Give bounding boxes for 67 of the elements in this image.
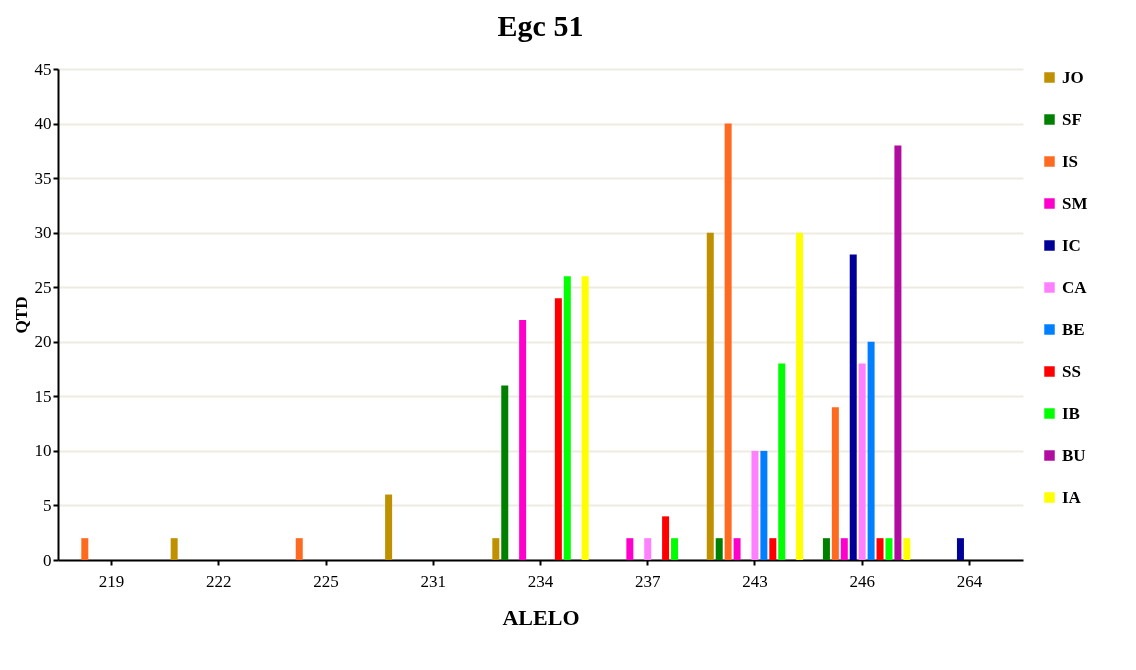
x-tick-label: 225 <box>313 571 339 591</box>
bar <box>385 494 393 560</box>
bar <box>170 538 178 560</box>
y-tick-label: 20 <box>34 332 52 352</box>
bar <box>867 341 875 560</box>
y-tick-label: 15 <box>34 386 52 406</box>
bar <box>724 123 732 560</box>
x-tick-label: 231 <box>420 571 447 591</box>
bar <box>644 538 652 560</box>
bar <box>733 538 741 560</box>
legend-label: JO <box>1062 67 1084 87</box>
bar <box>858 363 866 560</box>
bar <box>876 538 884 560</box>
x-tick-label: 237 <box>634 571 661 591</box>
bar <box>554 298 562 560</box>
x-tick-label: 219 <box>98 571 125 591</box>
bar <box>581 276 589 560</box>
bar <box>849 254 857 560</box>
y-tick-label: 30 <box>34 223 52 243</box>
legend-label: IS <box>1062 151 1079 171</box>
bar <box>760 450 768 560</box>
x-tick-label: 243 <box>742 571 768 591</box>
bar <box>563 276 571 560</box>
bar <box>840 538 848 560</box>
bar <box>894 145 902 560</box>
bar <box>81 538 89 560</box>
legend-label: BE <box>1062 319 1085 339</box>
y-tick-label: 5 <box>43 495 52 515</box>
bar <box>492 538 500 560</box>
bar <box>796 232 804 560</box>
bar <box>519 319 527 560</box>
y-axis-title: QTD <box>11 296 31 334</box>
bar <box>662 516 670 560</box>
x-tick-label: 264 <box>956 571 983 591</box>
bar <box>671 538 679 560</box>
bar <box>956 538 964 560</box>
legend-label: BU <box>1062 445 1086 465</box>
bar <box>715 538 723 560</box>
bar <box>626 538 634 560</box>
legend-label: SF <box>1062 109 1082 129</box>
x-tick-label: 246 <box>849 571 875 591</box>
legend-label: CA <box>1062 277 1088 297</box>
bar <box>295 538 303 560</box>
x-tick-label: 234 <box>527 571 554 591</box>
bar <box>903 538 911 560</box>
legend-label: IA <box>1062 487 1082 507</box>
legend-label: SM <box>1062 193 1088 213</box>
bar <box>706 232 714 560</box>
bar <box>822 538 830 560</box>
x-tick-label: 222 <box>206 571 232 591</box>
legend-label: SS <box>1062 361 1081 381</box>
y-tick-label: 45 <box>34 59 52 79</box>
bar <box>885 538 893 560</box>
y-tick-label: 10 <box>34 441 52 461</box>
chart-title: Egc 51 <box>497 9 584 42</box>
bar <box>769 538 777 560</box>
x-axis-title: ALELO <box>502 604 580 630</box>
legend-label: IC <box>1062 235 1081 255</box>
y-tick-label: 40 <box>34 114 52 134</box>
bar <box>751 450 759 560</box>
bar <box>831 407 839 560</box>
y-tick-label: 25 <box>34 277 52 297</box>
bar <box>778 363 786 560</box>
y-tick-label: 35 <box>34 168 52 188</box>
y-tick-label: 0 <box>43 550 52 570</box>
bar <box>501 385 509 560</box>
legend-label: IB <box>1062 403 1080 423</box>
